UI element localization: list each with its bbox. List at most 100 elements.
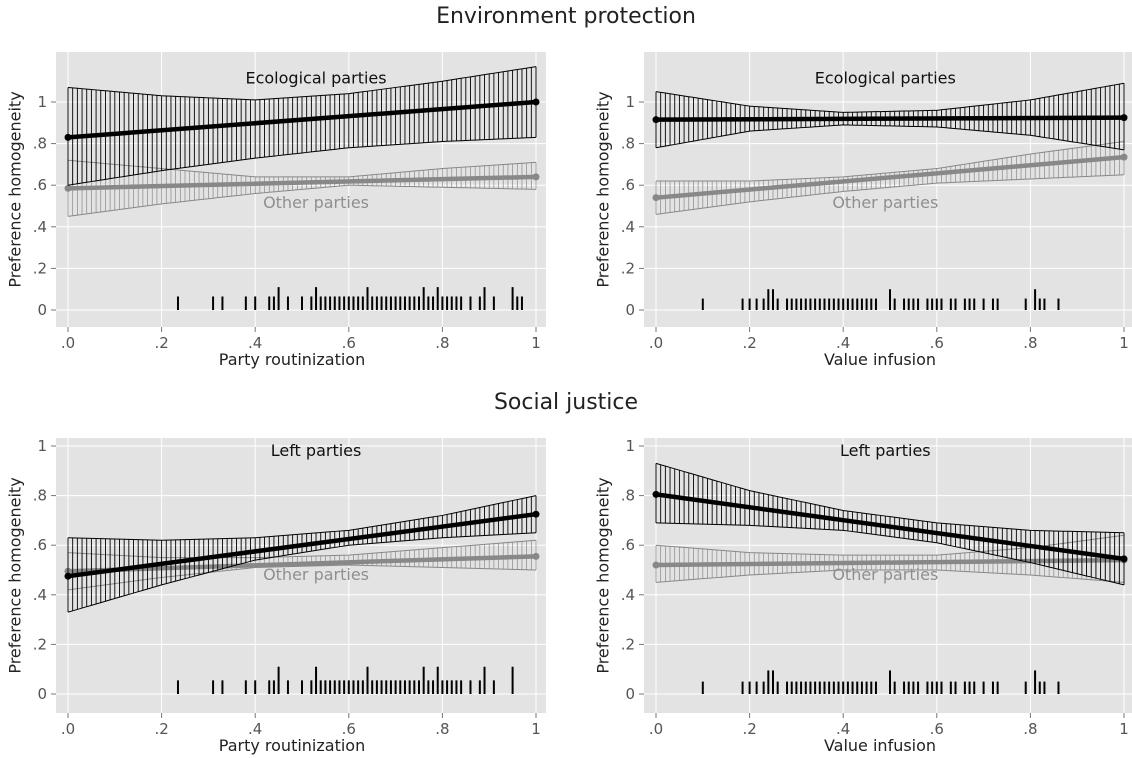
series-endpoint (532, 552, 540, 560)
x-tick-label: .0 (649, 720, 663, 738)
y-tick-label: .2 (621, 635, 635, 653)
ci-upper-bound (655, 82, 1125, 113)
series-line-light (65, 554, 539, 574)
series-endpoint (64, 184, 72, 192)
panel-1: Ecological parties Other parties 0 .2 .4 .6 .8… (6, 52, 546, 369)
x-tick-label: .0 (61, 334, 75, 352)
y-axis-title: Preference homogeneity (594, 91, 613, 287)
series-line-dark (653, 492, 1127, 562)
x-axis-title: Value infusion (824, 736, 936, 755)
y-tick-label: .2 (33, 635, 47, 653)
panel-4: Left parties Other parties 0 .2 .4 .6 .8 1 .0 .2.… (594, 437, 1132, 755)
series-endpoint (532, 98, 540, 106)
x-tick-label: .6 (930, 720, 944, 738)
y-tick-label: 0 (625, 685, 635, 703)
ci-upper-bound (67, 159, 537, 178)
x-tick-label: .6 (930, 334, 944, 352)
series-line-dark (653, 115, 1127, 122)
x-tick-label: .4 (836, 334, 850, 352)
panel-2: Ecological parties Other parties 0 .2 .4 .6 .8… (594, 52, 1132, 369)
x-tick-label: .4 (248, 720, 262, 738)
panel-3: Left parties Other parties 0 .2 .4 .6 .8 1 .0 .2.… (6, 437, 546, 755)
x-tick-label: .6 (342, 334, 356, 352)
y-tick-label: .8 (33, 135, 47, 153)
x-tick-label: .6 (342, 720, 356, 738)
x-tick-label: .2 (742, 720, 756, 738)
x-tick-label: .2 (154, 720, 168, 738)
y-tick-label: 0 (37, 685, 47, 703)
series-endpoint (1120, 153, 1128, 161)
y-axis-title: Preference homogeneity (6, 91, 25, 287)
y-tick-label: 1 (625, 437, 635, 455)
ci-upper-bound (656, 141, 1125, 182)
y-tick-label: 1 (37, 437, 47, 455)
series-label: Left parties (271, 441, 362, 460)
series-endpoint (652, 116, 660, 124)
x-tick-label: .0 (649, 334, 663, 352)
series-endpoint (1120, 114, 1128, 122)
ci-lower-bound (655, 569, 1125, 583)
series-endpoint (64, 572, 72, 580)
x-axis-title: Value infusion (824, 350, 936, 369)
series-label: Other parties (832, 193, 938, 212)
series-line-dark (65, 511, 539, 579)
y-tick-label: 0 (37, 301, 47, 319)
ci-lower-bound (67, 184, 537, 217)
ci-lower-bound (655, 522, 1125, 586)
y-tick-label: .8 (33, 487, 47, 505)
ci-lower-bound (67, 532, 537, 613)
series-endpoint (652, 561, 660, 569)
y-tick-label: 1 (625, 93, 635, 111)
series-line-dark (65, 99, 539, 140)
series-label: Other parties (263, 193, 369, 212)
x-axis-title: Party routinization (219, 736, 365, 755)
y-tick-label: .8 (621, 135, 635, 153)
x-tick-label: .2 (154, 334, 168, 352)
series-endpoint (64, 133, 72, 141)
y-tick-label: .6 (33, 176, 47, 194)
x-tick-label: .8 (1023, 720, 1037, 738)
series-label: Other parties (832, 565, 938, 584)
series-line-light (653, 154, 1127, 200)
series-endpoint (652, 490, 660, 498)
ci-upper-bound (67, 495, 537, 541)
y-tick-label: 1 (37, 93, 47, 111)
y-tick-label: .8 (621, 487, 635, 505)
y-tick-label: 0 (625, 301, 635, 319)
series-line-light (65, 174, 539, 191)
x-tick-label: .8 (435, 334, 449, 352)
y-axis-title: Preference homogeneity (6, 477, 25, 673)
series-label: Ecological parties (815, 68, 956, 87)
series-label: Left parties (840, 441, 931, 460)
ci-upper-bound (67, 66, 537, 101)
ci-lower-bound (67, 564, 537, 591)
plot-background (56, 438, 546, 713)
x-tick-label: 1 (1119, 720, 1129, 738)
x-tick-label: .8 (435, 720, 449, 738)
x-tick-label: 1 (1119, 334, 1129, 352)
x-tick-label: 1 (531, 720, 541, 738)
y-axis-title: Preference homogeneity (594, 477, 613, 673)
series-label: Other parties (263, 565, 369, 584)
series-endpoint (652, 194, 660, 202)
series-endpoint (1120, 555, 1128, 563)
y-tick-label: .4 (33, 586, 47, 604)
x-axis-title: Party routinization (219, 350, 365, 369)
series-endpoint (532, 173, 540, 181)
ci-lower-bound (655, 124, 1125, 151)
ci-lower-bound (655, 174, 1125, 215)
y-tick-label: .6 (621, 176, 635, 194)
section-title-environment: Environment protection (436, 4, 696, 29)
x-tick-label: .8 (1023, 334, 1037, 352)
x-tick-label: .4 (248, 334, 262, 352)
y-tick-label: .4 (621, 218, 635, 236)
y-tick-label: .4 (33, 218, 47, 236)
ci-upper-bound (655, 534, 1125, 556)
y-tick-label: .6 (33, 536, 47, 554)
x-tick-label: .4 (836, 720, 850, 738)
x-tick-label: .2 (742, 334, 756, 352)
series-label: Ecological parties (245, 68, 386, 87)
plot-background (644, 52, 1132, 327)
y-tick-label: .6 (621, 536, 635, 554)
